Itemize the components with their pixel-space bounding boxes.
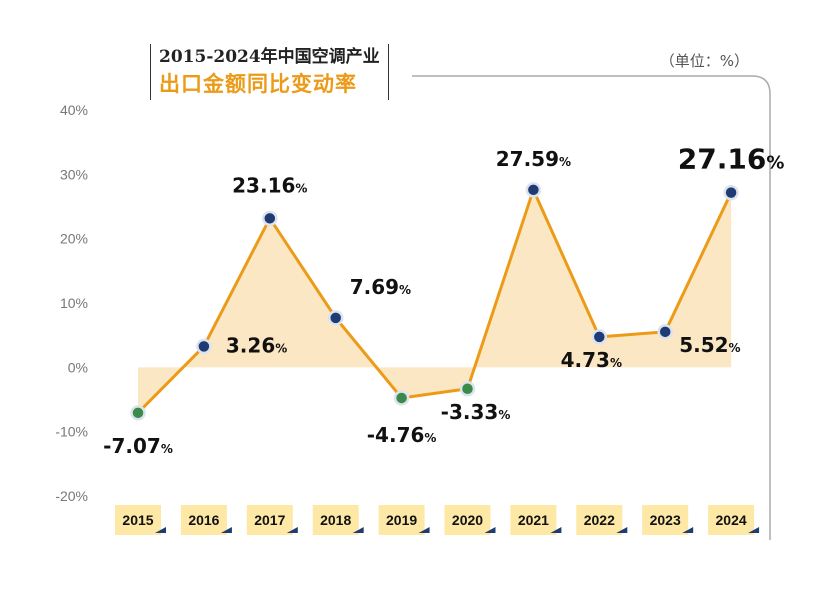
unit-label: （单位：%）: [659, 52, 749, 70]
x-tick-label: 2015: [122, 512, 153, 528]
x-tick-label: 2021: [518, 512, 549, 528]
x-tick-box: [510, 505, 557, 535]
chart-title-block: 2015-2024年中国空调产业 出口金额同比变动率: [150, 44, 389, 100]
x-tick-marker: [352, 527, 364, 533]
x-tick-label: 2019: [386, 512, 417, 528]
data-label: 27.59%: [496, 147, 571, 171]
x-tick-box: [642, 505, 689, 535]
y-tick-label: 20%: [60, 231, 88, 247]
data-label: -4.76%: [367, 423, 437, 447]
data-point: [591, 329, 608, 345]
x-tick-marker: [682, 527, 694, 533]
data-point: [196, 338, 212, 355]
data-point: [723, 184, 739, 201]
data-point: [525, 182, 542, 198]
x-tick-marker: [155, 527, 166, 533]
x-tick-box: [444, 505, 491, 535]
chart-title: 2015-2024年中国空调产业: [159, 47, 380, 67]
series-line: [136, 188, 733, 414]
chart-subtitle: 出口金额同比变动率: [159, 72, 357, 96]
x-tick-marker: [550, 527, 562, 533]
x-tick-box: [115, 505, 161, 535]
y-tick-label: 10%: [60, 295, 88, 311]
data-point: [459, 381, 476, 397]
x-tick-label: 2022: [584, 512, 615, 528]
x-tick-marker: [484, 527, 496, 533]
x-tick-marker: [286, 527, 298, 533]
data-point: [262, 210, 278, 227]
data-label: 23.16%: [232, 173, 307, 197]
x-tick-label: 2020: [452, 512, 483, 528]
x-tick-box: [246, 505, 293, 535]
x-tick-box: [576, 505, 623, 535]
y-tick-label: -10%: [55, 424, 88, 440]
x-tick-marker: [616, 527, 628, 533]
x-tick-box: [378, 505, 425, 535]
y-tick-label: 30%: [60, 166, 88, 182]
x-tick-marker: [748, 527, 760, 533]
data-point: [393, 390, 410, 406]
data-point: [657, 324, 673, 340]
x-tick-box: [312, 505, 359, 535]
y-tick-label: 0%: [68, 359, 88, 375]
x-tick-label: 2017: [254, 512, 285, 528]
x-tick-label: 2024: [716, 512, 747, 528]
data-label: 5.52%: [679, 333, 740, 357]
data-label: 4.73%: [561, 348, 622, 372]
data-label: -3.33%: [441, 400, 511, 424]
data-point: [327, 310, 344, 326]
x-tick-marker: [220, 527, 232, 533]
data-point: [130, 405, 146, 421]
x-tick-label: 2018: [320, 512, 351, 528]
data-label: 7.69%: [350, 275, 411, 299]
x-tick-box: [708, 505, 755, 535]
x-tick-marker: [418, 527, 430, 533]
data-label: 27.16%: [678, 143, 785, 176]
y-tick-label: -20%: [55, 488, 88, 504]
x-tick-label: 2023: [650, 512, 681, 528]
y-tick-label: 40%: [60, 102, 88, 118]
data-label: 3.26%: [226, 333, 287, 357]
data-label: -7.07%: [103, 434, 173, 458]
frame-line: [412, 75, 771, 540]
x-tick-label: 2016: [188, 512, 219, 528]
x-tick-box: [180, 505, 227, 535]
